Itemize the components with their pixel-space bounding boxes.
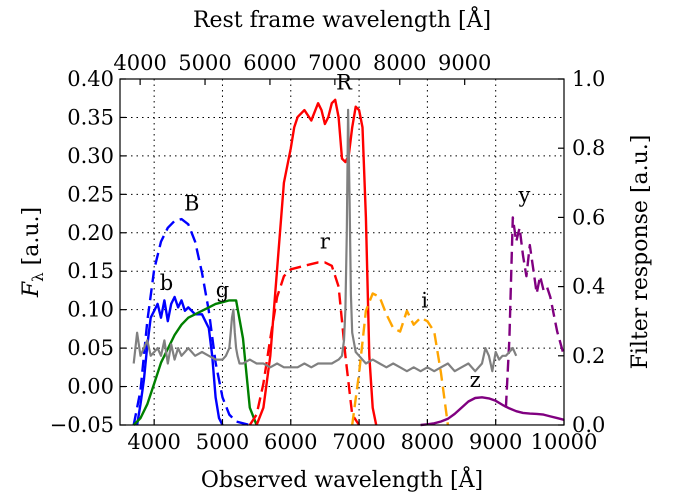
x-axis-title: Observed wavelength [Å] — [201, 465, 483, 493]
x2-tick-label: 7000 — [308, 51, 361, 75]
x2-tick-label: 4000 — [113, 51, 166, 75]
plot-frame — [119, 78, 565, 426]
left-axis-title-text: Fλ [a.u.] — [19, 207, 47, 298]
x-tick-label: 6000 — [264, 430, 317, 454]
curve-label-B: B — [184, 191, 199, 215]
filter-curve-B — [132, 217, 251, 427]
y-tick-label: 0.00 — [67, 375, 114, 399]
right-axis-title: Filter response [a.u.] — [628, 135, 653, 370]
axis-ticks: 4000 5000 6000 7000 8000 9000 10000 −0.05 0.00 0.… — [50, 51, 606, 454]
y-tick-label: 0.20 — [67, 221, 114, 245]
y-tick-label: 0.30 — [67, 144, 114, 168]
curve-labels: Bb g r Ri z y — [160, 70, 531, 392]
x-tick-label: 7000 — [332, 430, 385, 454]
filter-curve-i — [351, 292, 450, 426]
y2-tick-label: 0.2 — [572, 344, 605, 368]
y-tick-label: 0.10 — [67, 298, 114, 322]
y-tick-label: −0.05 — [50, 413, 114, 437]
y-tick-label: 0.05 — [67, 336, 114, 360]
curve-label-i: i — [421, 288, 428, 312]
y-tick-label: 0.35 — [67, 105, 114, 129]
x2-tick-label: 8000 — [373, 51, 426, 75]
top-axis-title: Rest frame wavelength [Å] — [193, 5, 491, 33]
filter-curve-z — [420, 396, 565, 427]
grid-lines — [120, 79, 564, 425]
curve-label-r: r — [320, 230, 331, 254]
curve-label-b: b — [160, 271, 173, 295]
curve-label-z: z — [470, 368, 481, 392]
filter-curve-r — [248, 261, 361, 426]
y2-tick-label: 0.6 — [572, 205, 605, 229]
y2-tick-label: 1.0 — [572, 67, 605, 91]
curve-label-R: R — [336, 70, 353, 94]
y-tick-label: 0.25 — [67, 182, 114, 206]
filter-curve-R — [255, 98, 378, 426]
x2-tick-label: 9000 — [438, 51, 491, 75]
left-axis-title: Fλ [a.u.] — [19, 207, 47, 298]
y2-tick-label: 0.0 — [572, 413, 605, 437]
filter-curve-g — [132, 299, 258, 426]
y2-tick-label: 0.4 — [572, 275, 605, 299]
x-tick-label: 8000 — [401, 430, 454, 454]
spectrum-curve — [132, 108, 518, 373]
x-tick-label: 10000 — [531, 430, 598, 454]
curves — [132, 98, 566, 427]
y2-tick-label: 0.8 — [572, 136, 605, 160]
curve-label-g: g — [216, 278, 229, 302]
x-tick-label: 9000 — [469, 430, 522, 454]
curve-label-y: y — [517, 183, 530, 207]
x2-tick-label: 6000 — [243, 51, 296, 75]
x2-tick-label: 5000 — [178, 51, 231, 75]
y-tick-label: 0.15 — [67, 259, 114, 283]
filter-curve-b — [135, 295, 224, 426]
y-tick-label: 0.40 — [67, 67, 114, 91]
x-tick-label: 5000 — [196, 430, 249, 454]
x-tick-label: 4000 — [127, 430, 180, 454]
filter-curve-y — [504, 216, 566, 408]
